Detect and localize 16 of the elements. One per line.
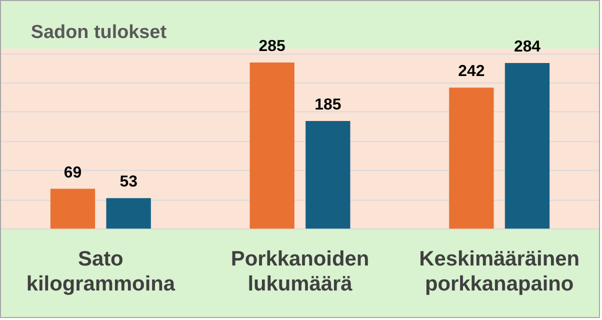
data-label: 53 bbox=[120, 174, 138, 191]
data-label: 69 bbox=[64, 164, 82, 182]
data-label: 285 bbox=[258, 38, 286, 55]
chart-title: Sadon tulokset bbox=[30, 22, 168, 43]
bar bbox=[449, 88, 494, 229]
data-label: 185 bbox=[314, 96, 342, 114]
bar bbox=[50, 188, 96, 229]
bar bbox=[504, 63, 550, 229]
x-tick-label: Porkkanoiden lukumäärä bbox=[230, 247, 370, 296]
data-label: 242 bbox=[458, 63, 485, 80]
bar bbox=[306, 120, 350, 229]
x-tick-label: Keskimääräinen porkkanapaino bbox=[419, 247, 580, 296]
data-label: 284 bbox=[514, 38, 541, 56]
bar bbox=[250, 62, 294, 229]
x-tick-label: Sato kilogrammoina bbox=[26, 247, 176, 296]
bar bbox=[106, 198, 151, 229]
